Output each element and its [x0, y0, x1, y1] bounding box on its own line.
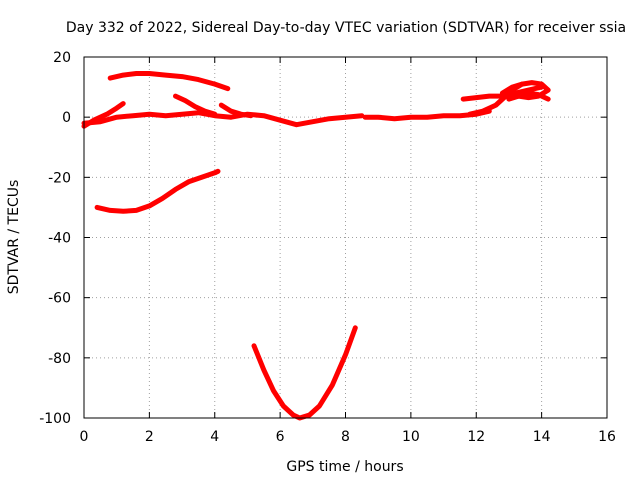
series-arc-mid-14h — [506, 90, 551, 102]
y-tick-label: -40 — [48, 231, 71, 247]
series-arc-bump-3h — [173, 93, 218, 117]
x-tick-label: 4 — [210, 429, 219, 445]
series-arc-neg30 — [94, 168, 221, 214]
y-tick-label: 20 — [53, 50, 71, 66]
y-tick-label: 0 — [62, 110, 71, 126]
x-tick-label: 12 — [467, 429, 485, 445]
y-tick-label: -60 — [48, 291, 71, 307]
axis-ticks — [83, 56, 608, 419]
x-tick-label: 16 — [598, 429, 616, 445]
x-axis-title: GPS time / hours — [286, 459, 403, 475]
y-axis-title: SDTVAR / TECUs — [6, 180, 22, 295]
series-arc-upper-12h — [460, 84, 545, 102]
series-arc-bump-4h — [218, 102, 254, 119]
tick-labels: 0 2 4 6 8 10 12 14 16 -100 -80 -60 -40 -20 0 20 — [39, 50, 616, 445]
grid — [84, 57, 607, 418]
y-tick-label: -20 — [48, 170, 71, 186]
series-group — [81, 71, 551, 421]
chart-title: Day 332 of 2022, Sidereal Day-to-day VTE… — [66, 20, 626, 36]
x-tick-label: 14 — [533, 429, 551, 445]
series-arc-dip — [251, 325, 358, 421]
y-tick-label: -100 — [39, 411, 71, 427]
x-tick-label: 0 — [80, 429, 89, 445]
x-tick-label: 6 — [276, 429, 285, 445]
x-tick-label: 2 — [145, 429, 154, 445]
series-arc-high — [107, 71, 231, 92]
x-tick-label: 8 — [341, 429, 350, 445]
series-arc-zero-main — [81, 110, 365, 128]
series-arc-rise-early — [81, 101, 126, 129]
y-tick-label: -80 — [48, 351, 71, 367]
x-tick-label: 10 — [402, 429, 420, 445]
